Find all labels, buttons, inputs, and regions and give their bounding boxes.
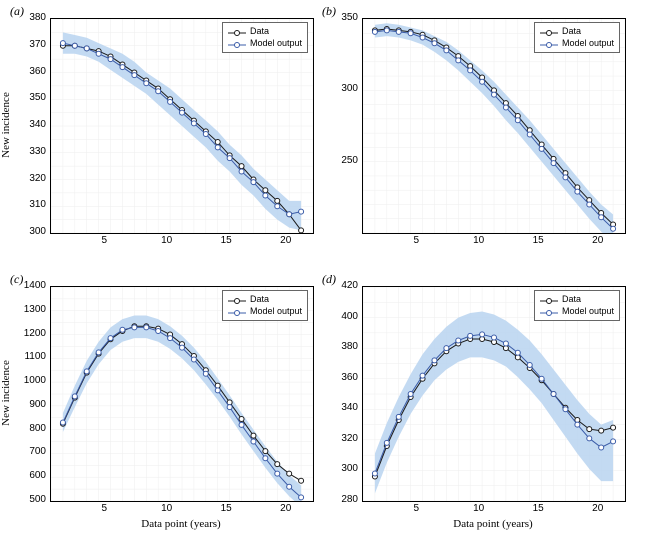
ytick-label: 340: [29, 119, 46, 130]
legend-marker-icon: [540, 297, 558, 303]
legend-marker-icon: [228, 41, 246, 47]
ytick-label: 370: [29, 39, 46, 50]
xtick-label: 10: [473, 503, 484, 514]
xtick-label: 20: [280, 503, 291, 514]
legend-label: Data: [250, 26, 269, 38]
legend: DataModel output: [222, 22, 308, 53]
ytick-label: 360: [341, 372, 358, 383]
xtick-label: 10: [473, 235, 484, 246]
panel-label-d: (d): [322, 272, 336, 287]
x-axis-label: Data point (years): [453, 518, 532, 530]
legend-marker-icon: [228, 309, 246, 315]
ytick-label: 350: [341, 12, 358, 23]
legend-item: Model output: [540, 38, 614, 50]
legend: DataModel output: [222, 290, 308, 321]
ytick-label: 800: [29, 423, 46, 434]
xtick-label: 5: [414, 235, 420, 246]
legend-label: Model output: [250, 306, 302, 318]
xtick-label: 15: [533, 235, 544, 246]
ytick-label: 300: [341, 83, 358, 94]
ytick-label: 340: [341, 402, 358, 413]
legend-label: Model output: [562, 306, 614, 318]
ytick-label: 1000: [24, 375, 46, 386]
ytick-label: 300: [29, 226, 46, 237]
legend: DataModel output: [534, 290, 620, 321]
x-axis-label: Data point (years): [141, 518, 220, 530]
ytick-label: 380: [29, 12, 46, 23]
xtick-label: 10: [161, 235, 172, 246]
xtick-label: 5: [414, 503, 420, 514]
ytick-label: 250: [341, 155, 358, 166]
xtick-label: 20: [592, 235, 603, 246]
ytick-label: 300: [341, 463, 358, 474]
legend-item: Data: [228, 294, 302, 306]
legend-label: Data: [250, 294, 269, 306]
ytick-label: 310: [29, 199, 46, 210]
ytick-label: 1100: [24, 351, 46, 362]
legend-item: Model output: [540, 306, 614, 318]
legend-label: Model output: [250, 38, 302, 50]
panel-label-c: (c): [10, 272, 23, 287]
ytick-label: 350: [29, 92, 46, 103]
ytick-label: 360: [29, 66, 46, 77]
ytick-label: 400: [341, 311, 358, 322]
ytick-label: 320: [341, 433, 358, 444]
xtick-label: 10: [161, 503, 172, 514]
ytick-label: 600: [29, 470, 46, 481]
figure: (a) 5 10 15 20 300 310 320 330 340 350 360 370 380 New…: [0, 0, 654, 542]
xtick-label: 15: [533, 503, 544, 514]
legend-label: Model output: [562, 38, 614, 50]
legend-item: Data: [540, 294, 614, 306]
panel-label-a: (a): [10, 4, 24, 19]
panel-label-b: (b): [322, 4, 336, 19]
legend-item: Model output: [228, 38, 302, 50]
xtick-label: 20: [592, 503, 603, 514]
y-axis-label: New incidence: [0, 92, 12, 158]
y-axis-label: New incidence: [0, 360, 12, 426]
ytick-label: 280: [341, 494, 358, 505]
legend-marker-icon: [540, 41, 558, 47]
legend-item: Data: [228, 26, 302, 38]
xtick-label: 15: [221, 503, 232, 514]
legend: DataModel output: [534, 22, 620, 53]
ytick-label: 420: [341, 280, 358, 291]
ytick-label: 1200: [24, 328, 46, 339]
legend-label: Data: [562, 26, 581, 38]
ytick-label: 900: [29, 399, 46, 410]
legend-marker-icon: [540, 29, 558, 35]
ytick-label: 1300: [24, 304, 46, 315]
ytick-label: 320: [29, 173, 46, 184]
ytick-label: 500: [29, 494, 46, 505]
legend-item: Model output: [228, 306, 302, 318]
xtick-label: 5: [102, 503, 108, 514]
ytick-label: 330: [29, 146, 46, 157]
ytick-label: 380: [341, 341, 358, 352]
legend-label: Data: [562, 294, 581, 306]
legend-marker-icon: [228, 29, 246, 35]
xtick-label: 20: [280, 235, 291, 246]
legend-marker-icon: [228, 297, 246, 303]
ytick-label: 700: [29, 446, 46, 457]
ytick-label: 1400: [24, 280, 46, 291]
xtick-label: 15: [221, 235, 232, 246]
xtick-label: 5: [102, 235, 108, 246]
legend-item: Data: [540, 26, 614, 38]
legend-marker-icon: [540, 309, 558, 315]
